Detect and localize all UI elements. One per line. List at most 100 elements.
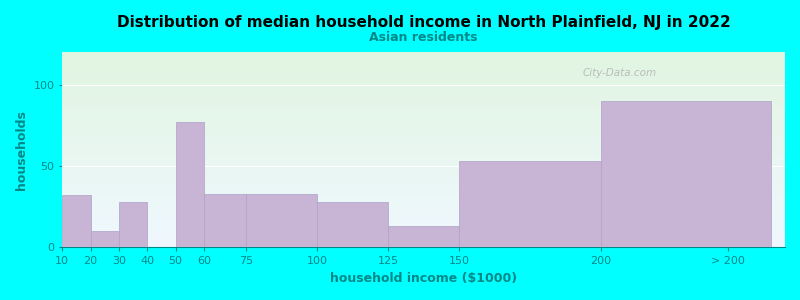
Bar <box>62 68 785 70</box>
Y-axis label: households: households <box>15 110 28 190</box>
Bar <box>62 112 785 115</box>
Bar <box>62 185 785 187</box>
Bar <box>62 156 785 158</box>
Bar <box>62 64 785 66</box>
Bar <box>62 160 785 161</box>
Bar <box>62 89 785 91</box>
Bar <box>62 81 785 83</box>
Bar <box>62 212 785 214</box>
Bar <box>62 224 785 226</box>
Bar <box>62 83 785 85</box>
Bar <box>62 126 785 128</box>
Bar <box>62 74 785 76</box>
Bar <box>62 206 785 208</box>
Bar <box>62 103 785 105</box>
Bar <box>62 77 785 80</box>
Bar <box>62 107 785 109</box>
Bar <box>62 193 785 195</box>
Bar <box>62 228 785 230</box>
Bar <box>62 187 785 189</box>
Title: Distribution of median household income in North Plainfield, NJ in 2022: Distribution of median household income … <box>117 15 730 30</box>
Bar <box>62 134 785 136</box>
Bar <box>62 109 785 111</box>
Bar <box>62 214 785 216</box>
Bar <box>62 97 785 99</box>
Text: Asian residents: Asian residents <box>370 31 478 44</box>
Bar <box>62 167 785 169</box>
Bar <box>62 158 785 160</box>
Bar <box>62 191 785 193</box>
Bar <box>62 118 785 120</box>
X-axis label: household income ($1000): household income ($1000) <box>330 272 517 285</box>
Bar <box>62 161 785 164</box>
Bar <box>62 204 785 206</box>
Bar <box>62 183 785 185</box>
Bar <box>62 148 785 150</box>
Bar <box>62 140 785 142</box>
Bar <box>175 122 204 248</box>
Bar <box>62 124 785 126</box>
Bar <box>62 202 785 204</box>
Bar <box>62 164 785 165</box>
Bar <box>62 101 785 103</box>
Bar <box>459 161 601 248</box>
Bar <box>62 136 785 138</box>
Bar <box>62 189 785 191</box>
Bar <box>388 226 459 247</box>
Bar <box>62 70 785 71</box>
Bar <box>62 144 785 146</box>
Bar <box>62 196 785 199</box>
Bar <box>62 142 785 144</box>
Bar <box>62 222 785 224</box>
Bar <box>62 199 785 200</box>
Bar <box>62 152 785 154</box>
Bar <box>62 99 785 101</box>
Bar <box>62 66 785 68</box>
Bar <box>318 202 388 247</box>
Bar <box>62 146 785 148</box>
Bar <box>62 195 785 197</box>
Bar <box>62 150 785 152</box>
Bar <box>62 111 785 112</box>
Bar <box>62 138 785 140</box>
Bar <box>62 169 785 171</box>
Bar <box>62 240 785 242</box>
Bar <box>62 232 785 234</box>
Bar <box>62 122 785 124</box>
Bar <box>62 238 785 240</box>
Bar <box>62 132 785 134</box>
Bar <box>62 210 785 212</box>
Bar <box>62 218 785 220</box>
Bar <box>62 71 785 74</box>
Bar <box>62 175 785 177</box>
Bar <box>62 93 785 95</box>
Bar <box>62 216 785 218</box>
Bar <box>62 230 785 232</box>
Bar <box>62 58 785 60</box>
Bar <box>62 234 785 236</box>
Bar <box>62 76 785 77</box>
Bar <box>62 220 785 222</box>
Bar <box>62 116 785 119</box>
Bar <box>62 154 785 156</box>
Bar <box>62 171 785 173</box>
Bar <box>62 54 785 56</box>
Bar <box>62 56 785 58</box>
Bar <box>62 242 785 244</box>
Bar <box>119 202 147 247</box>
Text: City-Data.com: City-Data.com <box>582 68 657 78</box>
Bar <box>601 101 771 248</box>
Bar <box>90 231 119 247</box>
Bar <box>62 115 785 116</box>
Bar <box>62 236 785 238</box>
Bar <box>62 179 785 181</box>
Bar <box>62 91 785 93</box>
Bar <box>62 80 785 81</box>
Bar <box>62 52 785 54</box>
Bar <box>204 194 246 248</box>
Bar <box>62 173 785 175</box>
Bar <box>62 85 785 87</box>
Bar <box>62 62 785 64</box>
Bar <box>62 200 785 202</box>
Bar <box>62 87 785 89</box>
